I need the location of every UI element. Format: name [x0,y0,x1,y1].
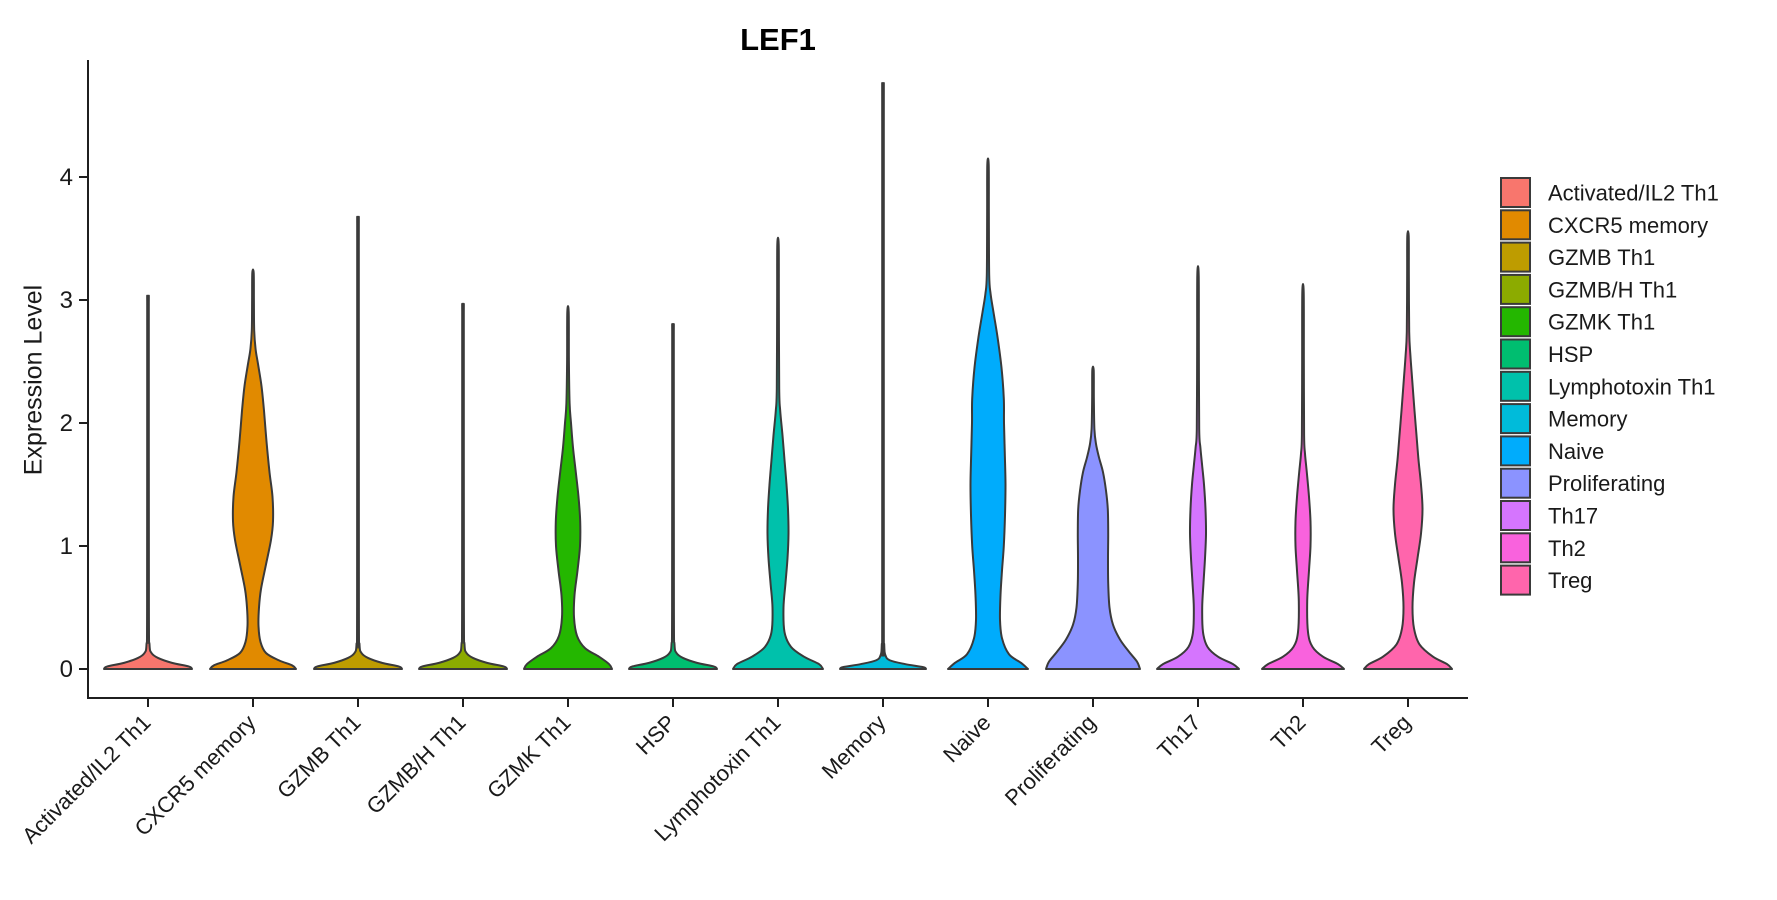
x-tick-label-gzmb-h-th1: GZMB/H Th1 [362,710,471,819]
legend-swatch-lymphotoxin-th1 [1500,370,1531,402]
legend-label-activated-il2-th1: Activated/IL2 Th1 [1548,181,1719,206]
legend-label-naive: Naive [1548,439,1604,464]
legend-swatch-th2 [1500,532,1531,564]
legend-swatch-gzmb-h-th1 [1500,273,1531,305]
legend-label-proliferating: Proliferating [1548,471,1665,496]
violin-memory [839,82,927,670]
y-axis-title: Expression Level [19,284,48,476]
x-tick-label-th17: Th17 [1152,710,1205,763]
legend-swatch-naive [1500,435,1531,467]
violin-cxcr5-memory [209,268,297,670]
x-tick-label-treg: Treg [1366,710,1415,759]
legend-swatch-activated-il2-th1 [1500,177,1531,208]
y-tick-label: 1 [60,533,73,560]
page-title: LEF1 [740,22,816,57]
legend-swatch-cxcr5-memory [1500,209,1531,241]
x-tick-label-naive: Naive [938,710,995,767]
legend-label-cxcr5-memory: CXCR5 memory [1548,213,1708,238]
violin-th2 [1261,283,1345,670]
legend-label-th2: Th2 [1548,536,1586,561]
legend-label-gzmk-th1: GZMK Th1 [1548,310,1655,335]
x-tick-label-hsp: HSP [631,710,681,760]
legend-label-memory: Memory [1548,407,1627,432]
legend-swatch-memory [1500,403,1531,435]
y-tick-label: 3 [60,287,73,314]
y-tick-label: 2 [60,410,73,437]
legend-swatch-proliferating [1500,467,1531,499]
legend-swatch-treg [1500,564,1531,596]
violin-treg [1363,230,1453,670]
legend-swatch-hsp [1500,338,1531,370]
legend-label-gzmb-h-th1: GZMB/H Th1 [1548,277,1677,302]
legend-label-hsp: HSP [1548,342,1593,367]
x-tick-label-memory: Memory [817,710,891,784]
legend-swatch-gzmb-th1 [1500,241,1531,273]
x-tick-label-gzmb-th1: GZMB Th1 [272,710,365,803]
y-tick-label: 4 [60,164,73,191]
x-tick-label-th2: Th2 [1266,710,1310,754]
violin-th17 [1156,265,1240,670]
violin-naive [947,157,1029,670]
x-tick-label-proliferating: Proliferating [1000,710,1101,811]
violin-gzmb-h-th1 [418,302,508,670]
legend-swatch-gzmk-th1 [1500,306,1531,338]
legend-label-treg: Treg [1548,568,1592,593]
violin-proliferating [1045,365,1141,670]
legend-label-th17: Th17 [1548,504,1598,529]
violin-activated-il2-th1 [103,294,193,670]
x-tick-label-gzmk-th1: GZMK Th1 [482,710,575,803]
violin-gzmb-th1 [313,215,403,670]
violin-lymphotoxin-th1 [732,236,824,670]
legend-label-lymphotoxin-th1: Lymphotoxin Th1 [1548,374,1716,399]
legend-label-gzmb-th1: GZMB Th1 [1548,245,1655,270]
violin-hsp [628,323,718,670]
violin-gzmk-th1 [523,305,613,670]
legend-swatch-th17 [1500,500,1531,531]
y-tick-label: 0 [60,656,73,683]
